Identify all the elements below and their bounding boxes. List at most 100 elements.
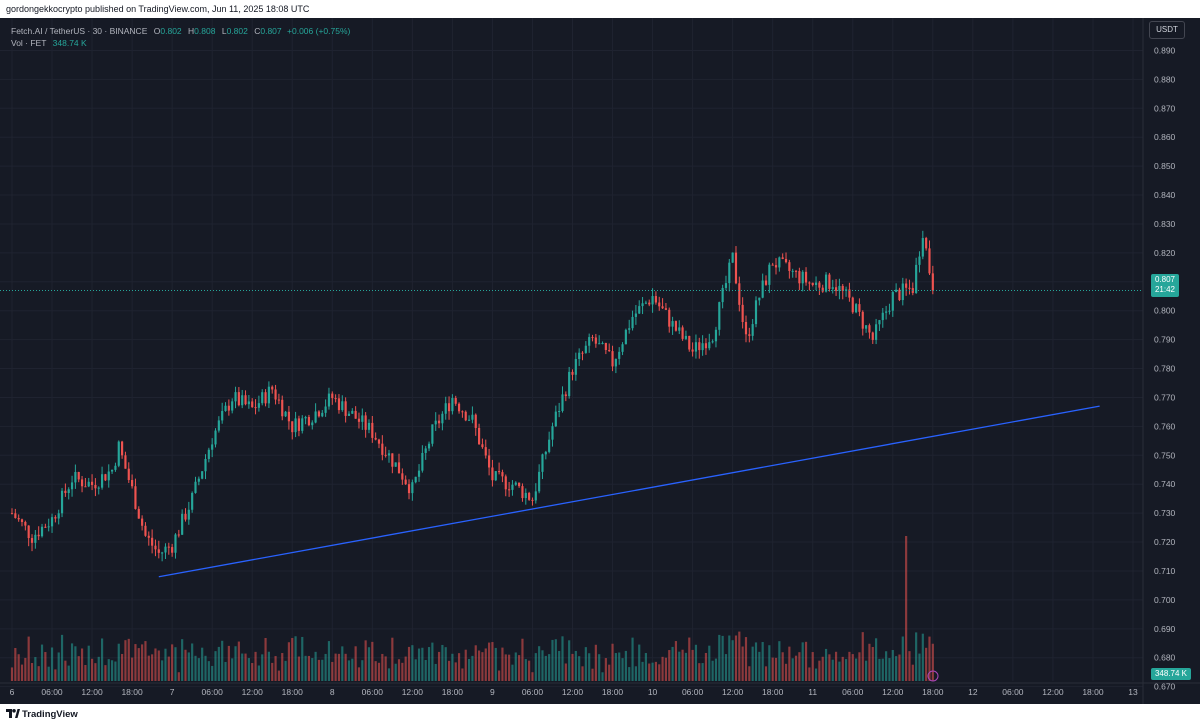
volume-bar bbox=[678, 651, 681, 681]
candle-body bbox=[664, 308, 668, 310]
volume-bar bbox=[711, 660, 714, 681]
legend-volume-value: 348.74 K bbox=[52, 38, 87, 48]
candle-body bbox=[201, 471, 204, 479]
volume-bar bbox=[187, 652, 190, 681]
candle-body bbox=[94, 484, 97, 489]
time-axis-label: 12:00 bbox=[242, 687, 264, 697]
volume-bar bbox=[748, 666, 751, 681]
price-axis-label: 0.890 bbox=[1154, 45, 1176, 55]
volume-bar bbox=[277, 670, 280, 681]
candle-body bbox=[604, 342, 607, 350]
volume-bar bbox=[704, 652, 708, 681]
candle-body bbox=[80, 479, 84, 487]
volume-bar bbox=[521, 638, 524, 681]
volume-bar bbox=[274, 656, 277, 681]
time-axis-label: 12:00 bbox=[402, 687, 424, 697]
price-axis-label: 0.730 bbox=[1154, 508, 1176, 518]
volume-bar bbox=[454, 662, 457, 681]
volume-bar bbox=[327, 641, 331, 681]
candle-body bbox=[387, 453, 391, 456]
volume-bar bbox=[404, 656, 407, 681]
volume-bar bbox=[60, 634, 64, 681]
candle-body bbox=[97, 487, 100, 489]
volume-bar bbox=[314, 651, 317, 681]
price-axis-label: 0.800 bbox=[1154, 306, 1176, 316]
price-axis-label: 0.690 bbox=[1154, 624, 1176, 634]
currency-button[interactable]: USDT bbox=[1149, 21, 1185, 39]
legend-volume-label[interactable]: Vol · FET bbox=[11, 38, 47, 48]
candle-body bbox=[511, 484, 514, 490]
candle-body bbox=[661, 306, 664, 309]
candle-body bbox=[131, 480, 134, 487]
volume-bar bbox=[654, 661, 657, 681]
volume-bar bbox=[181, 639, 184, 681]
volume-bar bbox=[688, 637, 691, 681]
volume-bar bbox=[381, 653, 384, 681]
legend-open-value: 0.802 bbox=[160, 26, 182, 36]
candle-body bbox=[644, 302, 647, 304]
candle-body bbox=[534, 491, 537, 501]
time-axis-label: 18:00 bbox=[762, 687, 784, 697]
volume-bar bbox=[147, 655, 150, 681]
candle-body bbox=[404, 479, 407, 485]
candle-body bbox=[284, 411, 287, 417]
candle-body bbox=[244, 395, 247, 405]
time-axis-label: 8 bbox=[330, 687, 335, 697]
volume-bar bbox=[925, 647, 928, 681]
time-axis-label: 18:00 bbox=[121, 687, 143, 697]
volume-bar bbox=[714, 658, 718, 681]
volume-bar bbox=[407, 646, 411, 681]
volume-bar bbox=[44, 652, 47, 681]
time-axis-label: 9 bbox=[490, 687, 495, 697]
candle-body bbox=[17, 517, 20, 520]
volume-bar bbox=[811, 652, 814, 681]
volume-bar bbox=[184, 649, 187, 681]
volume-bar bbox=[311, 658, 314, 681]
legend-symbol[interactable]: Fetch.AI / TetherUS · 30 · BINANCE bbox=[11, 26, 148, 36]
candle-body bbox=[538, 471, 541, 492]
volume-bar bbox=[97, 656, 100, 681]
volume-bar bbox=[441, 644, 444, 681]
volume-bar bbox=[738, 631, 741, 681]
candle-body bbox=[931, 273, 934, 291]
volume-bar bbox=[131, 657, 134, 681]
volume-bar bbox=[144, 641, 147, 681]
volume-bar bbox=[191, 643, 194, 681]
candle-body bbox=[871, 332, 874, 340]
volume-bar bbox=[931, 643, 934, 681]
candle-body bbox=[684, 335, 688, 339]
volume-bar bbox=[674, 641, 678, 681]
volume-bar bbox=[895, 656, 898, 681]
candle-body bbox=[334, 398, 337, 400]
candle-body bbox=[14, 513, 17, 518]
candle-body bbox=[551, 426, 554, 440]
volume-bar bbox=[361, 660, 364, 681]
chart-area[interactable]: 0.890 0.880 0.870 0.860 0.850 0.840 0.830 0.820… bbox=[0, 18, 1200, 704]
candle-body bbox=[474, 414, 477, 428]
candle-body bbox=[381, 443, 384, 455]
volume-bar bbox=[611, 643, 614, 681]
volume-bar bbox=[271, 662, 274, 681]
candle-body bbox=[294, 418, 297, 433]
volume-bar bbox=[541, 650, 544, 681]
volume-bar bbox=[171, 644, 174, 681]
volume-bar bbox=[164, 648, 167, 681]
time-axis-label: 06:00 bbox=[522, 687, 544, 697]
volume-bar bbox=[708, 645, 711, 681]
volume-bar bbox=[397, 659, 401, 681]
price-axis-label: 0.710 bbox=[1154, 566, 1176, 576]
candle-body bbox=[444, 403, 447, 414]
volume-bar bbox=[64, 660, 67, 681]
price-axis-label: 0.830 bbox=[1154, 219, 1176, 229]
volume-bar bbox=[437, 651, 441, 681]
volume-bar bbox=[411, 645, 414, 681]
candle-body bbox=[581, 352, 584, 354]
volume-bar bbox=[771, 657, 774, 681]
volume-bar bbox=[100, 638, 104, 681]
price-chart[interactable]: 0.890 0.880 0.870 0.860 0.850 0.840 0.830 0.820… bbox=[0, 18, 1200, 704]
candle-body bbox=[508, 489, 511, 491]
candle-body bbox=[588, 337, 591, 346]
volume-bar bbox=[427, 647, 431, 681]
volume-bar bbox=[581, 666, 584, 681]
candle-body bbox=[90, 481, 94, 485]
